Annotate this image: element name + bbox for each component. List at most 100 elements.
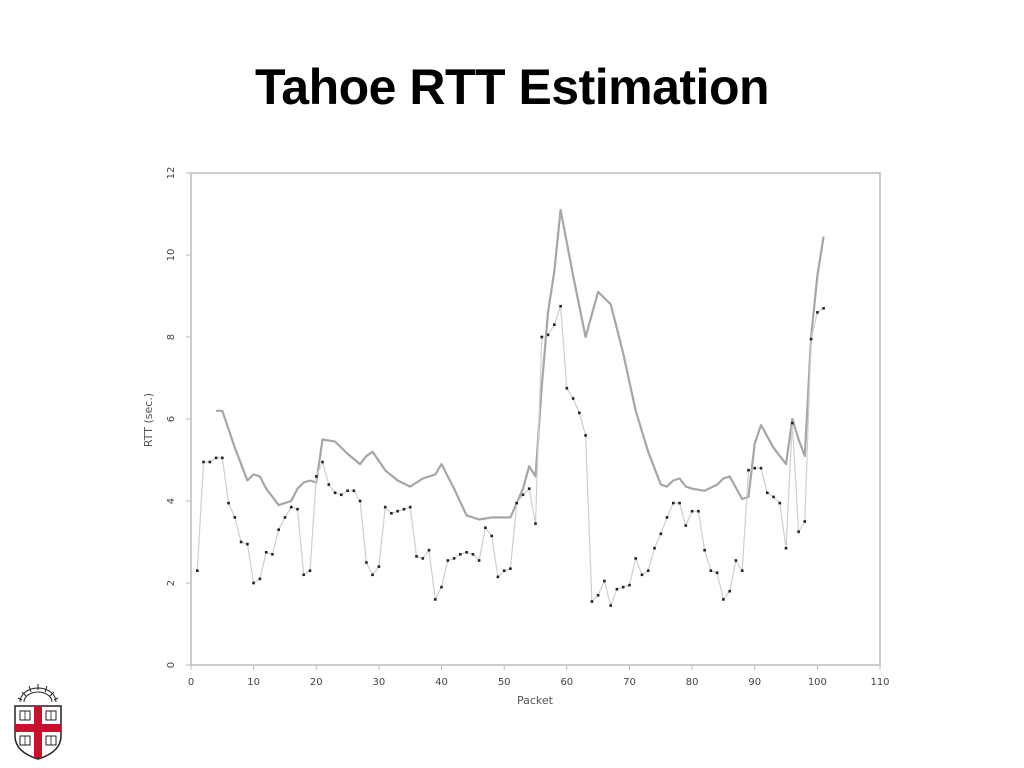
sample-rtt-point bbox=[527, 487, 531, 490]
sample-rtt-point bbox=[553, 323, 556, 326]
sample-rtt-point bbox=[239, 540, 243, 544]
series-layer bbox=[196, 208, 825, 607]
x-tick-label: 110 bbox=[870, 677, 889, 688]
sample-rtt-point bbox=[778, 501, 782, 505]
sample-rtt-point bbox=[421, 557, 425, 560]
sample-rtt-point bbox=[490, 534, 493, 538]
sample-rtt-point bbox=[546, 333, 550, 337]
sample-rtt-point bbox=[202, 460, 205, 464]
sample-rtt-point bbox=[358, 499, 362, 503]
x-tick-label: 100 bbox=[808, 677, 827, 688]
slide-title: Tahoe RTT Estimation bbox=[254, 59, 770, 115]
sample-rtt-point bbox=[434, 598, 437, 601]
sample-rtt-point bbox=[340, 493, 343, 497]
sample-rtt-point bbox=[321, 460, 324, 464]
sample-rtt-point bbox=[515, 501, 518, 505]
sample-rtt-point bbox=[484, 526, 487, 529]
x-tick-label: 30 bbox=[373, 677, 386, 688]
x-tick-label: 80 bbox=[686, 677, 699, 688]
sample-rtt-point bbox=[402, 507, 406, 511]
x-axis-title: Packet bbox=[517, 694, 554, 707]
sample-rtt-point bbox=[747, 468, 750, 472]
sample-rtt-point bbox=[609, 604, 612, 607]
y-tick-label: 0 bbox=[166, 662, 177, 668]
sample-rtt-point bbox=[221, 456, 224, 460]
sample-rtt-point bbox=[377, 565, 381, 568]
sample-rtt-point bbox=[690, 509, 694, 513]
sample-rtt-point bbox=[496, 575, 500, 579]
sample-rtt-point bbox=[809, 337, 813, 341]
sample-rtt-point bbox=[214, 456, 218, 460]
sample-rtt-point bbox=[797, 530, 800, 534]
sample-rtt-point bbox=[559, 304, 562, 308]
sample-rtt-point bbox=[772, 495, 775, 499]
sample-rtt-point bbox=[277, 528, 280, 531]
sample-rtt-point bbox=[753, 466, 756, 470]
sample-rtt-point bbox=[665, 516, 669, 519]
y-tick-label: 12 bbox=[166, 167, 177, 180]
sample-rtt-point bbox=[678, 501, 681, 505]
sample-rtt-point bbox=[327, 483, 331, 486]
sample-rtt-point bbox=[252, 581, 255, 585]
sample-rtt-point bbox=[646, 569, 650, 572]
sample-rtt-point bbox=[383, 505, 387, 509]
sample-rtt-point bbox=[740, 569, 744, 572]
sample-rtt-point bbox=[640, 573, 644, 577]
x-tick-label: 20 bbox=[310, 677, 323, 688]
sample-rtt-point bbox=[540, 335, 544, 339]
x-axis: 0 10 20 30 40 50 60 70 80 90 100 110 bbox=[188, 665, 890, 688]
shield-icon bbox=[14, 705, 62, 760]
sample-rtt-point bbox=[371, 573, 374, 577]
sample-rtt-point bbox=[634, 557, 637, 560]
sample-rtt-point bbox=[684, 524, 688, 527]
sample-rtt-point bbox=[734, 559, 738, 562]
sample-rtt-point bbox=[653, 546, 656, 550]
sample-rtt-point bbox=[615, 587, 619, 591]
sample-rtt-point bbox=[296, 507, 299, 511]
sample-rtt-point bbox=[440, 585, 443, 589]
sample-rtt-point bbox=[302, 573, 305, 577]
sample-rtt-point bbox=[196, 569, 199, 572]
y-tick-label: 10 bbox=[166, 249, 177, 262]
sample-rtt-point bbox=[477, 559, 481, 562]
sample-rtt-point bbox=[621, 585, 625, 589]
sample-rtt-point bbox=[308, 569, 312, 572]
sample-rtt-point bbox=[784, 546, 788, 550]
sample-rtt-point bbox=[346, 489, 349, 492]
sample-rtt-point bbox=[227, 501, 230, 505]
sample-rtt-point bbox=[283, 516, 287, 519]
sample-rtt-point bbox=[565, 386, 569, 390]
sample-rtt-point bbox=[471, 553, 475, 556]
sample-rtt-point bbox=[659, 532, 663, 536]
shield-crest-logo bbox=[14, 684, 62, 760]
sample-rtt-point bbox=[258, 577, 262, 581]
sample-rtt-point bbox=[816, 311, 819, 314]
x-tick-label: 70 bbox=[623, 677, 636, 688]
sample-rtt-point bbox=[365, 561, 368, 564]
sample-rtt-point bbox=[390, 512, 393, 515]
sample-rtt-point bbox=[590, 600, 594, 603]
sample-rtt-point bbox=[396, 509, 399, 513]
sample-rtt-point bbox=[415, 555, 418, 558]
x-tick-label: 50 bbox=[498, 677, 511, 688]
sample-rtt-point bbox=[452, 557, 456, 560]
x-tick-label: 60 bbox=[560, 677, 573, 688]
sample-rtt-point bbox=[465, 551, 468, 554]
sample-rtt-point bbox=[715, 571, 719, 575]
sample-rtt-point bbox=[446, 559, 450, 562]
y-tick-label: 6 bbox=[166, 416, 177, 422]
sample-rtt-point bbox=[352, 489, 356, 492]
sample-rtt-point bbox=[459, 553, 462, 556]
sample-rtt-point bbox=[534, 522, 537, 525]
sample-rtt-point bbox=[333, 491, 337, 495]
x-tick-label: 0 bbox=[188, 677, 194, 688]
sample-rtt-point bbox=[233, 516, 237, 519]
sample-rtt-point bbox=[509, 567, 512, 570]
sample-rtt-point bbox=[791, 421, 794, 425]
sample-rtt-point bbox=[208, 460, 212, 464]
y-axis: 0 2 4 6 8 10 12 bbox=[166, 167, 191, 668]
sample-rtt-point bbox=[697, 509, 700, 513]
sample-rtt-point bbox=[822, 307, 825, 310]
sample-rtt-point bbox=[722, 598, 725, 601]
